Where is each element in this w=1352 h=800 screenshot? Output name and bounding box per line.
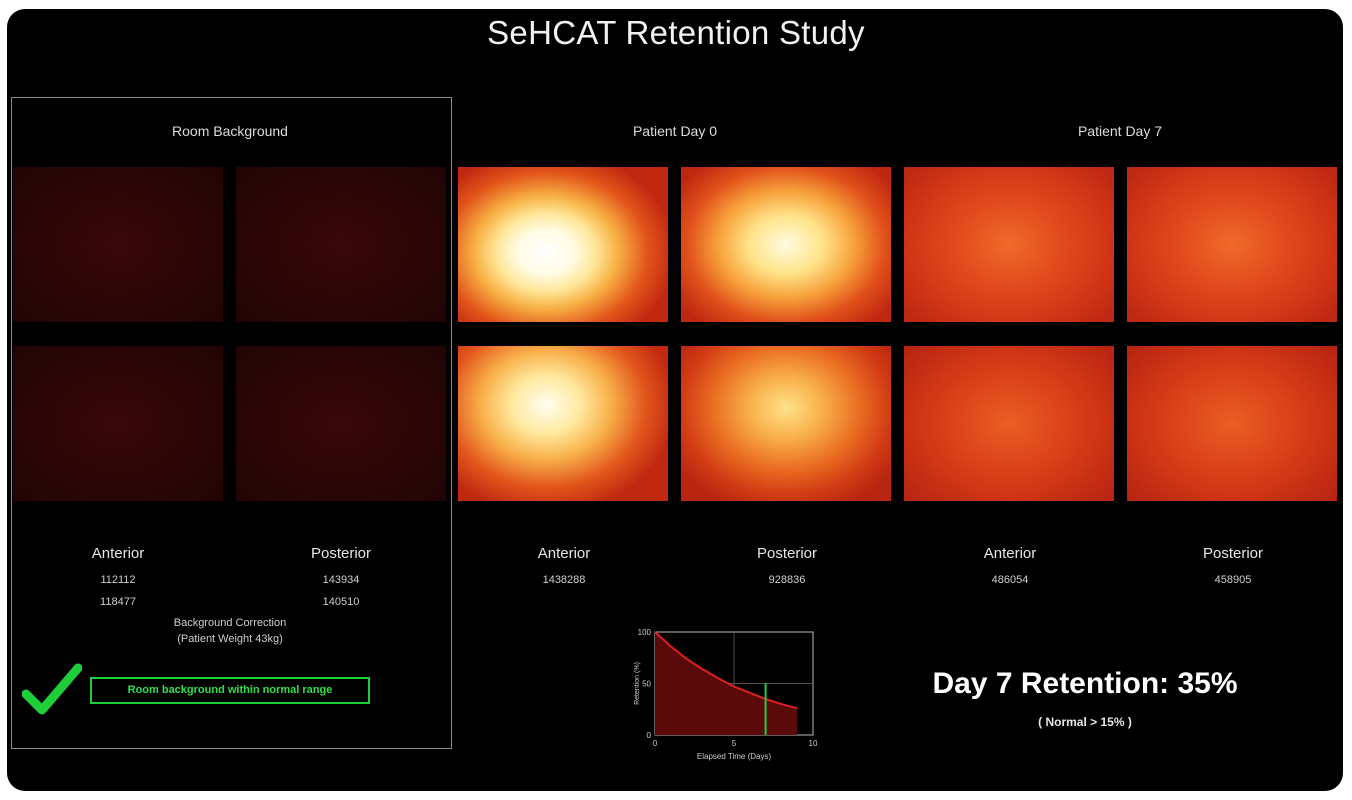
background-status-badge: Room background within normal range [90,677,370,704]
background-anterior-count-1: 112112 [100,574,136,586]
day7-posterior-image-1 [1127,167,1337,322]
background-posterior-count-2: 140510 [322,596,360,608]
day0-anterior-image-2 [458,346,668,501]
chart-xtick-label: 0 [653,739,658,748]
background-posterior-label: Posterior [310,545,372,562]
section-title-day7: Patient Day 7 [1077,123,1163,139]
patient-weight-label: (Patient Weight 43kg) [177,633,283,645]
chart-xtick-label: 10 [809,739,818,748]
section-title-day0: Patient Day 0 [632,123,718,139]
day0-posterior-image-2 [681,346,891,501]
day7-anterior-count: 486054 [991,574,1029,586]
background-anterior-image-1 [13,167,223,322]
chart-xlabel: Elapsed Time (Days) [697,752,772,761]
normal-range-note: ( Normal > 15% ) [1038,715,1132,729]
day7-posterior-image-2 [1127,346,1337,501]
background-anterior-image-2 [13,346,223,501]
day7-posterior-label: Posterior [1202,545,1264,562]
background-posterior-image-1 [236,167,446,322]
day0-anterior-image-1 [458,167,668,322]
chart-ylabel: Retention (%) [634,662,641,705]
page-title: SeHCAT Retention Study [487,14,865,51]
day0-posterior-label: Posterior [756,545,818,562]
retention-chart: 0 5 10 0 50 100 Elapsed Time (Days) Retention (… [610,620,840,770]
background-anterior-count-2: 118477 [100,596,136,608]
day0-posterior-count: 928836 [768,574,806,586]
chart-ytick-label: 100 [638,628,652,637]
background-correction-label: Background Correction [173,617,287,629]
day7-posterior-count: 458905 [1214,574,1252,586]
background-posterior-image-2 [236,346,446,501]
section-title-room-background: Room Background [172,123,288,139]
chart-xtick-label: 5 [732,739,737,748]
room-background-panel [11,97,452,749]
day7-retention-result: Day 7 Retention: 35% [932,667,1238,700]
day7-anterior-label: Anterior [983,545,1037,562]
day0-anterior-count: 1438288 [542,574,586,586]
chart-ytick-label: 0 [647,731,652,740]
chart-ytick-label: 50 [642,680,651,689]
background-anterior-label: Anterior [91,545,145,562]
day0-posterior-image-1 [681,167,891,322]
chart-series-line [654,631,798,710]
background-posterior-count-1: 143934 [322,574,360,586]
day7-anterior-image-2 [904,346,1114,501]
checkmark-icon [22,663,82,715]
day7-anterior-image-1 [904,167,1114,322]
day0-anterior-label: Anterior [537,545,591,562]
